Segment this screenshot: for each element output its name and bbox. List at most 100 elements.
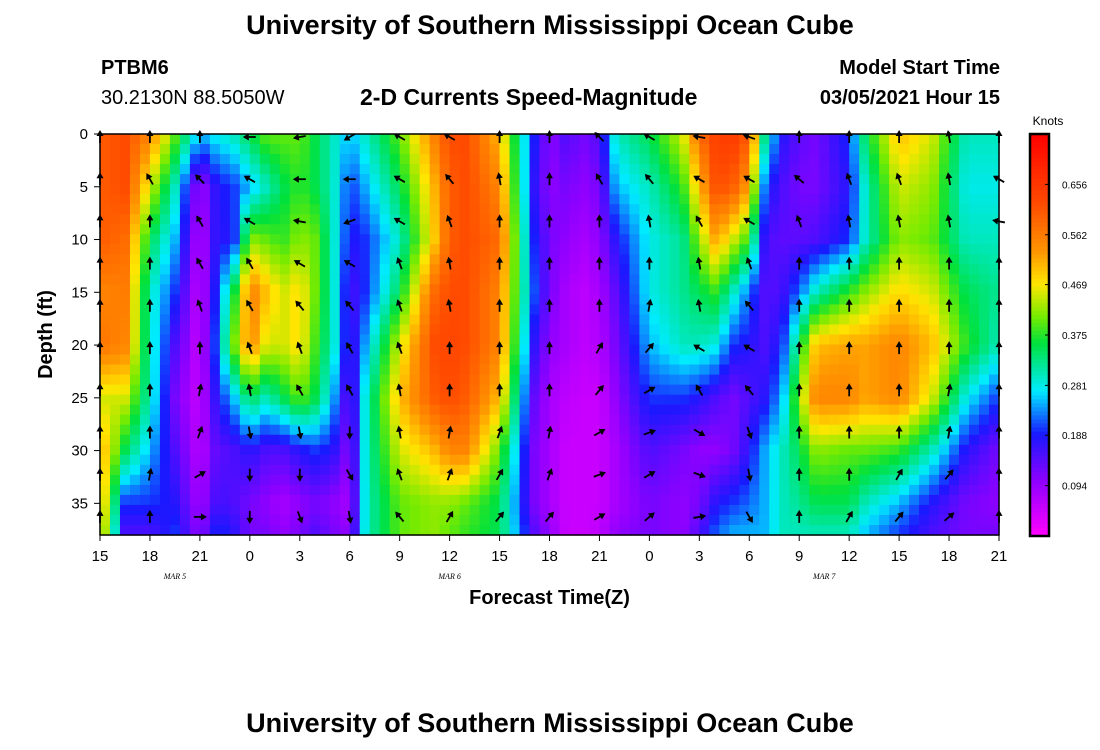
- heatmap-cell: [719, 254, 730, 265]
- heatmap-cell: [809, 444, 820, 456]
- heatmap-cell: [559, 334, 571, 346]
- heatmap-cell: [219, 224, 231, 235]
- heatmap-cell: [119, 424, 131, 436]
- heatmap-cell: [649, 234, 660, 245]
- heatmap-cell: [989, 464, 1000, 476]
- heatmap-cell: [649, 514, 660, 526]
- heatmap-cell: [209, 404, 221, 416]
- heatmap-cell: [769, 264, 780, 275]
- x-date-label: MAR 5: [163, 572, 186, 581]
- heatmap-cell: [819, 454, 830, 466]
- colorbar-band: [1030, 475, 1049, 481]
- heatmap-cell: [259, 484, 271, 496]
- heatmap-cell: [689, 464, 700, 476]
- heatmap-cell: [969, 404, 980, 416]
- heatmap-cell: [289, 524, 301, 536]
- heatmap-cell: [639, 404, 650, 416]
- current-vector: [845, 172, 853, 186]
- heatmap-cell: [629, 484, 640, 496]
- heatmap-cell: [549, 144, 561, 155]
- heatmap-cell: [229, 284, 241, 296]
- heatmap-cell: [329, 264, 341, 275]
- heatmap-cell: [599, 254, 611, 265]
- heatmap-cell: [329, 144, 341, 155]
- heatmap-cell: [849, 414, 860, 426]
- heatmap-cell: [189, 314, 201, 326]
- heatmap-cell: [789, 454, 800, 466]
- heatmap-cell: [679, 424, 690, 436]
- heatmap-cell: [100, 254, 111, 265]
- heatmap-cell: [209, 374, 221, 386]
- heatmap-cell: [499, 264, 511, 275]
- heatmap-cell: [349, 444, 361, 456]
- heatmap-cell: [299, 134, 311, 145]
- heatmap-cell: [379, 214, 391, 225]
- heatmap-cell: [459, 384, 471, 396]
- heatmap-cell: [379, 344, 391, 356]
- heatmap-cell: [239, 244, 251, 255]
- heatmap-cell: [859, 394, 870, 406]
- heatmap-cell: [529, 494, 541, 506]
- heatmap-cell: [229, 154, 241, 165]
- current-vector: [593, 471, 606, 478]
- heatmap-cell: [609, 164, 621, 175]
- heatmap-cell: [699, 234, 710, 245]
- current-vector: [546, 172, 553, 186]
- heatmap-cell: [889, 294, 900, 306]
- heatmap-cell: [279, 194, 291, 205]
- heatmap-cell: [409, 324, 421, 336]
- heatmap-cell: [499, 374, 511, 386]
- heatmap-cell: [399, 244, 411, 255]
- heatmap-cell: [579, 134, 591, 145]
- heatmap-cell: [569, 174, 581, 185]
- heatmap-cell: [979, 194, 990, 205]
- heatmap-cell: [559, 454, 571, 466]
- heatmap-cell: [879, 364, 890, 376]
- heatmap-cell: [929, 294, 940, 306]
- heatmap-cell: [959, 304, 970, 316]
- heatmap-cell: [839, 414, 850, 426]
- heatmap-cell: [759, 434, 770, 446]
- heatmap-cell: [859, 254, 870, 265]
- heatmap-cell: [929, 474, 940, 486]
- heatmap-cell: [129, 204, 141, 215]
- heatmap-cell: [289, 234, 301, 245]
- heatmap-cell: [409, 494, 421, 506]
- heatmap-cell: [989, 514, 1000, 526]
- heatmap-cell: [259, 154, 271, 165]
- heatmap-cell: [419, 214, 431, 225]
- heatmap-cell: [529, 244, 541, 255]
- heatmap-cell: [129, 474, 141, 486]
- colorbar-band: [1030, 355, 1049, 360]
- heatmap-cell: [579, 494, 591, 506]
- heatmap-cell: [129, 194, 141, 205]
- heatmap-cell: [209, 134, 221, 145]
- heatmap-cell: [649, 244, 660, 255]
- colorbar-band: [1030, 202, 1049, 207]
- heatmap-cell: [649, 324, 660, 336]
- heatmap-cell: [399, 174, 411, 185]
- heatmap-cell: [559, 354, 571, 366]
- heatmap-cell: [759, 404, 770, 416]
- heatmap-cell: [269, 174, 281, 185]
- heatmap-cell: [439, 464, 451, 476]
- heatmap-cell: [959, 354, 970, 366]
- heatmap-cell: [579, 354, 591, 366]
- heatmap-cell: [719, 194, 730, 205]
- heatmap-cell: [299, 444, 311, 456]
- heatmap-cell: [929, 484, 940, 496]
- heatmap-cell: [499, 364, 511, 376]
- heatmap-cell: [199, 364, 211, 376]
- heatmap-cell: [499, 144, 511, 155]
- heatmap-cell: [149, 494, 161, 506]
- heatmap-cell: [329, 424, 341, 436]
- heatmap-cell: [549, 204, 561, 215]
- heatmap-cell: [859, 284, 870, 296]
- heatmap-cell: [969, 504, 980, 516]
- heatmap-cell: [379, 144, 391, 155]
- heatmap-cell: [759, 344, 770, 356]
- heatmap-cell: [519, 504, 531, 516]
- heatmap-cell: [879, 344, 890, 356]
- current-vector: [945, 214, 953, 228]
- heatmap-cell: [929, 264, 940, 275]
